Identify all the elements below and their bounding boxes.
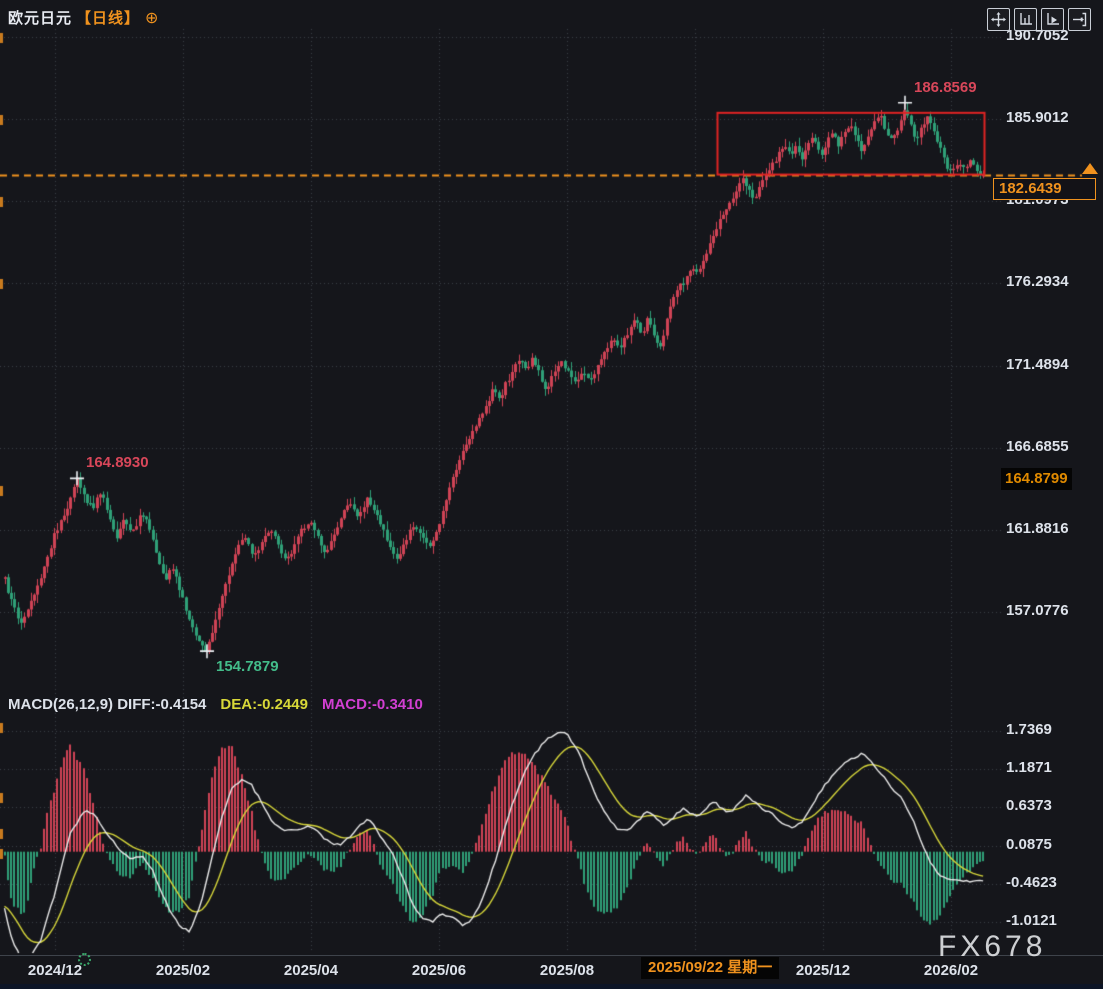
macd-axis-label: 0.0875 [1006,835,1052,853]
marked-price-label: 164.8799 [1001,467,1072,490]
swing-high-label: 164.8930 [86,454,149,472]
time-axis-label: 2025/04 [283,962,339,979]
price-axis-label: 166.6855 [1006,437,1069,455]
macd-value: MACD:-0.3410 [321,696,423,713]
peak-high-label: 186.8569 [914,78,977,96]
price-axis-label: 185.9012 [1006,109,1069,127]
period-label: 【日线】 [76,10,141,27]
chart-toolbar [987,8,1091,31]
symbol-name: 欧元日元 [8,10,73,27]
price-axis-label: 171.4894 [1006,355,1069,373]
macd-axis-label: 0.6373 [1006,797,1052,815]
axis-scale-icon[interactable] [1014,8,1037,31]
axis-marker-icon[interactable] [1041,8,1064,31]
crosshair-date-label: 2025/09/22 星期一 [641,957,780,979]
macd-axis-label: 1.7369 [1006,721,1052,739]
macd-header: MACD(26,12,9) DIFF:-0.4154 DEA:-0.2449 MAC… [8,696,423,713]
export-icon[interactable] [1068,8,1091,31]
pan-tool-icon[interactable] [987,8,1010,31]
swing-low-label: 154.7879 [216,658,279,676]
watermark: FX678 [938,930,1047,963]
add-compare-icon[interactable]: ⊕ [145,10,160,27]
time-axis-label: 2025/08 [539,962,595,979]
price-axis-label: 190.7052 [1006,27,1069,44]
price-axis-label: 157.0776 [1006,601,1069,619]
time-axis-label: 2025/02 [155,962,211,979]
time-axis-label: 2026/02 [923,962,979,979]
macd-axis-label: -0.4623 [1006,873,1057,891]
time-axis[interactable]: 2024/12 2025/02 2025/04 2025/06 2025/08 2025/… [0,955,1103,985]
time-axis-label: 2025/06 [411,962,467,979]
macd-axis-label: -1.0121 [1006,912,1057,930]
price-axis-label: 161.8816 [1006,519,1069,537]
price-axis-label: 176.2934 [1006,273,1069,291]
macd-axis-label: 1.1871 [1006,759,1052,777]
bottom-edge-strip [0,984,1103,989]
chart-title: 欧元日元 【日线】 ⊕ [8,7,159,28]
price-up-arrow-icon [1082,162,1098,174]
macd-params-diff: MACD(26,12,9) DIFF:-0.4154 [8,696,207,713]
current-price-label: 182.6439 [993,177,1096,200]
time-axis-label: 2025/12 [795,962,851,979]
macd-dea-value: DEA:-0.2449 [220,696,308,713]
history-clock-icon[interactable] [78,953,91,966]
time-axis-label: 2024/12 [27,962,83,979]
